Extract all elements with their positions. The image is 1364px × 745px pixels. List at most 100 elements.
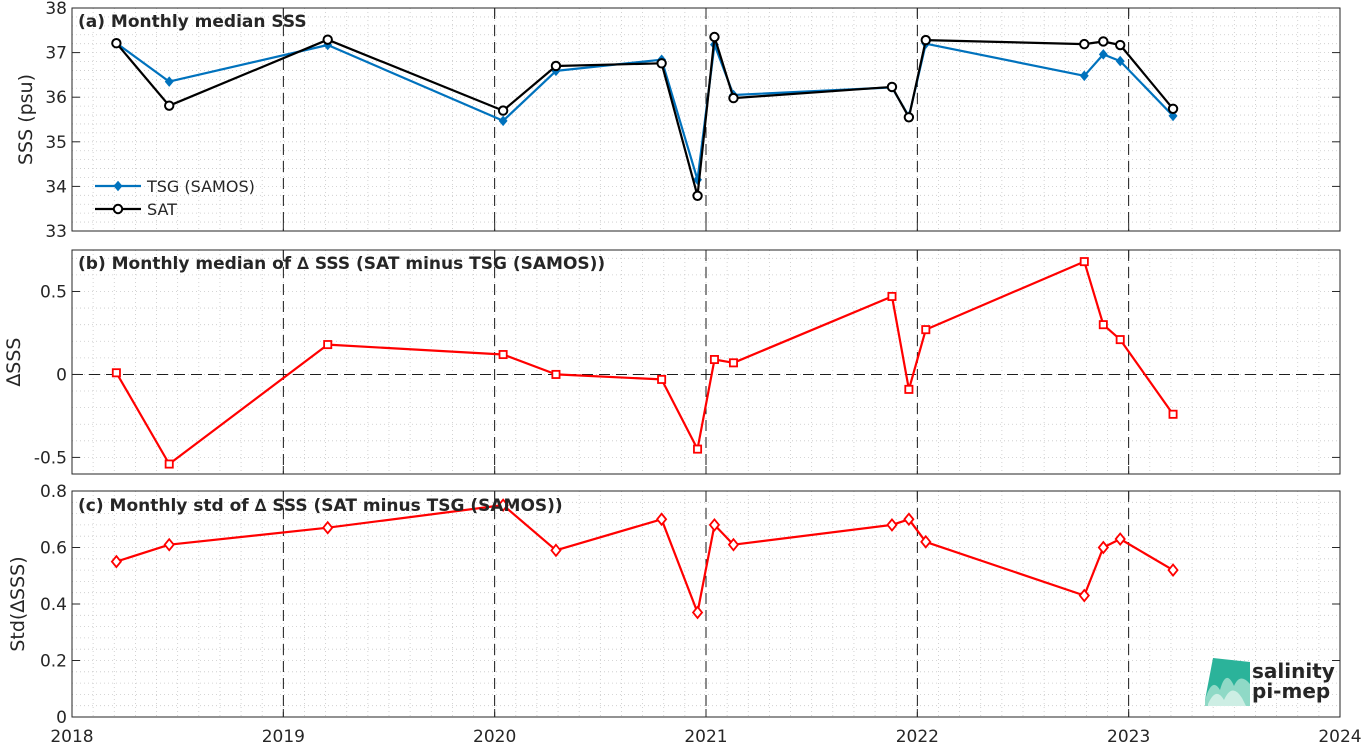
y-tick-label: 35 [45,133,67,153]
tick-marks [71,250,1341,474]
y-tick-label: 0.6 [40,539,67,559]
data-point [1114,532,1126,546]
data-point [1168,409,1178,419]
data-point [1098,320,1108,330]
x-tick-label: 2024 [1318,727,1361,745]
data-point [709,355,719,365]
data-point [691,605,704,620]
data-point [1097,540,1109,555]
y-tick-label: 0.2 [40,652,67,672]
x-tick-label: 2022 [896,727,939,745]
y-axis-label: ∆SSS [3,338,25,388]
data-point [709,31,720,43]
data-point [727,537,740,552]
salinity-pi-mep-logo: salinity pi-mep [1205,658,1335,706]
panel-a: 33 34 35 36 37 38 SSS (psu) TSG (SAMOS) SAT (a) M… [15,0,1341,242]
series-line [115,260,1174,466]
data-point [551,369,561,379]
data-point [886,81,898,93]
data-point [1115,55,1125,67]
y-tick-label: 0.5 [40,282,67,302]
data-point [728,92,739,104]
data-point [920,534,932,549]
data-point [1168,110,1178,122]
data-point [887,291,897,301]
logo-line-1: salinity [1252,659,1335,683]
logo-wave-icon [1205,658,1250,706]
data-point [657,374,667,384]
data-point [110,554,123,569]
data-point [1098,49,1108,60]
data-point [111,38,122,49]
y-axis-label: SSS (psu) [15,74,37,165]
data-point [692,190,703,201]
y-tick-label: 33 [45,222,67,242]
y-axis-label: Std(∆SSS) [7,556,29,651]
x-tick-label: 2020 [473,727,516,745]
y-tick-label: 34 [45,177,67,197]
series-line-1 [110,498,1179,620]
x-tick-label: 2023 [1107,727,1150,745]
data-point [1079,70,1089,82]
data-point [164,100,175,111]
tick-marks [71,7,1341,232]
data-point [323,340,333,350]
data-point [903,112,915,123]
legend: TSG (SAMOS) SAT [95,177,255,219]
data-point [164,459,174,469]
data-point [322,520,334,535]
data-point [113,180,123,192]
data-point [920,34,931,46]
data-point [904,384,914,394]
legend-entry: TSG (SAMOS) [146,177,255,196]
panel-b: -0.5 0 0.5 ∆SSS (b) Monthly median of ∆ SSS … [3,249,1341,475]
y-tick-label: 36 [45,88,67,108]
series-line [116,504,1174,614]
data-point [886,517,898,532]
y-tick-label: 37 [45,44,67,64]
data-point [1167,563,1179,578]
data-point [1079,257,1089,267]
tick-marks [71,490,1341,718]
data-point [655,512,668,527]
data-point [1167,103,1179,114]
y-tick-label: 0 [56,365,67,385]
data-point [163,537,175,552]
panel-title: (a) Monthly median SSS [78,12,307,32]
data-point [728,358,738,368]
x-tick-label: 2019 [262,727,305,745]
y-tick-label: -0.5 [34,448,67,468]
data-point [656,58,667,69]
logo-line-2: pi-mep [1252,679,1330,703]
panel-title: (b) Monthly median of ∆ SSS (SAT minus T… [78,254,605,274]
data-point [112,203,124,215]
data-point [497,105,509,116]
series-line-1 [111,257,1178,469]
y-tick-label: 0.8 [40,482,67,502]
x-tick-label: 2021 [684,727,727,745]
data-point [1079,38,1090,50]
data-point [693,444,703,454]
data-point [1098,36,1109,47]
legend-entry: SAT [147,200,177,219]
data-point [497,498,509,513]
series-sat [111,31,1179,201]
data-point [498,350,508,360]
data-point [1115,335,1125,345]
data-point [1078,588,1090,603]
data-point [903,512,915,527]
series-line [115,35,1174,197]
data-point [550,60,562,72]
panel-c: 0 0.2 0.4 0.6 0.8 2018 2019 2020 2021 2022 2023 202… [7,482,1362,745]
data-point [322,34,333,45]
y-tick-label: 0 [56,708,67,728]
y-tick-label: 0.4 [40,595,67,615]
data-point [111,368,121,378]
data-point [550,543,562,558]
panel-title: (c) Monthly std of ∆ SSS (SAT minus TSG … [78,496,563,516]
data-point [1115,39,1126,51]
data-point [921,325,931,335]
data-point [498,115,508,127]
y-tick-label: 38 [45,0,67,19]
